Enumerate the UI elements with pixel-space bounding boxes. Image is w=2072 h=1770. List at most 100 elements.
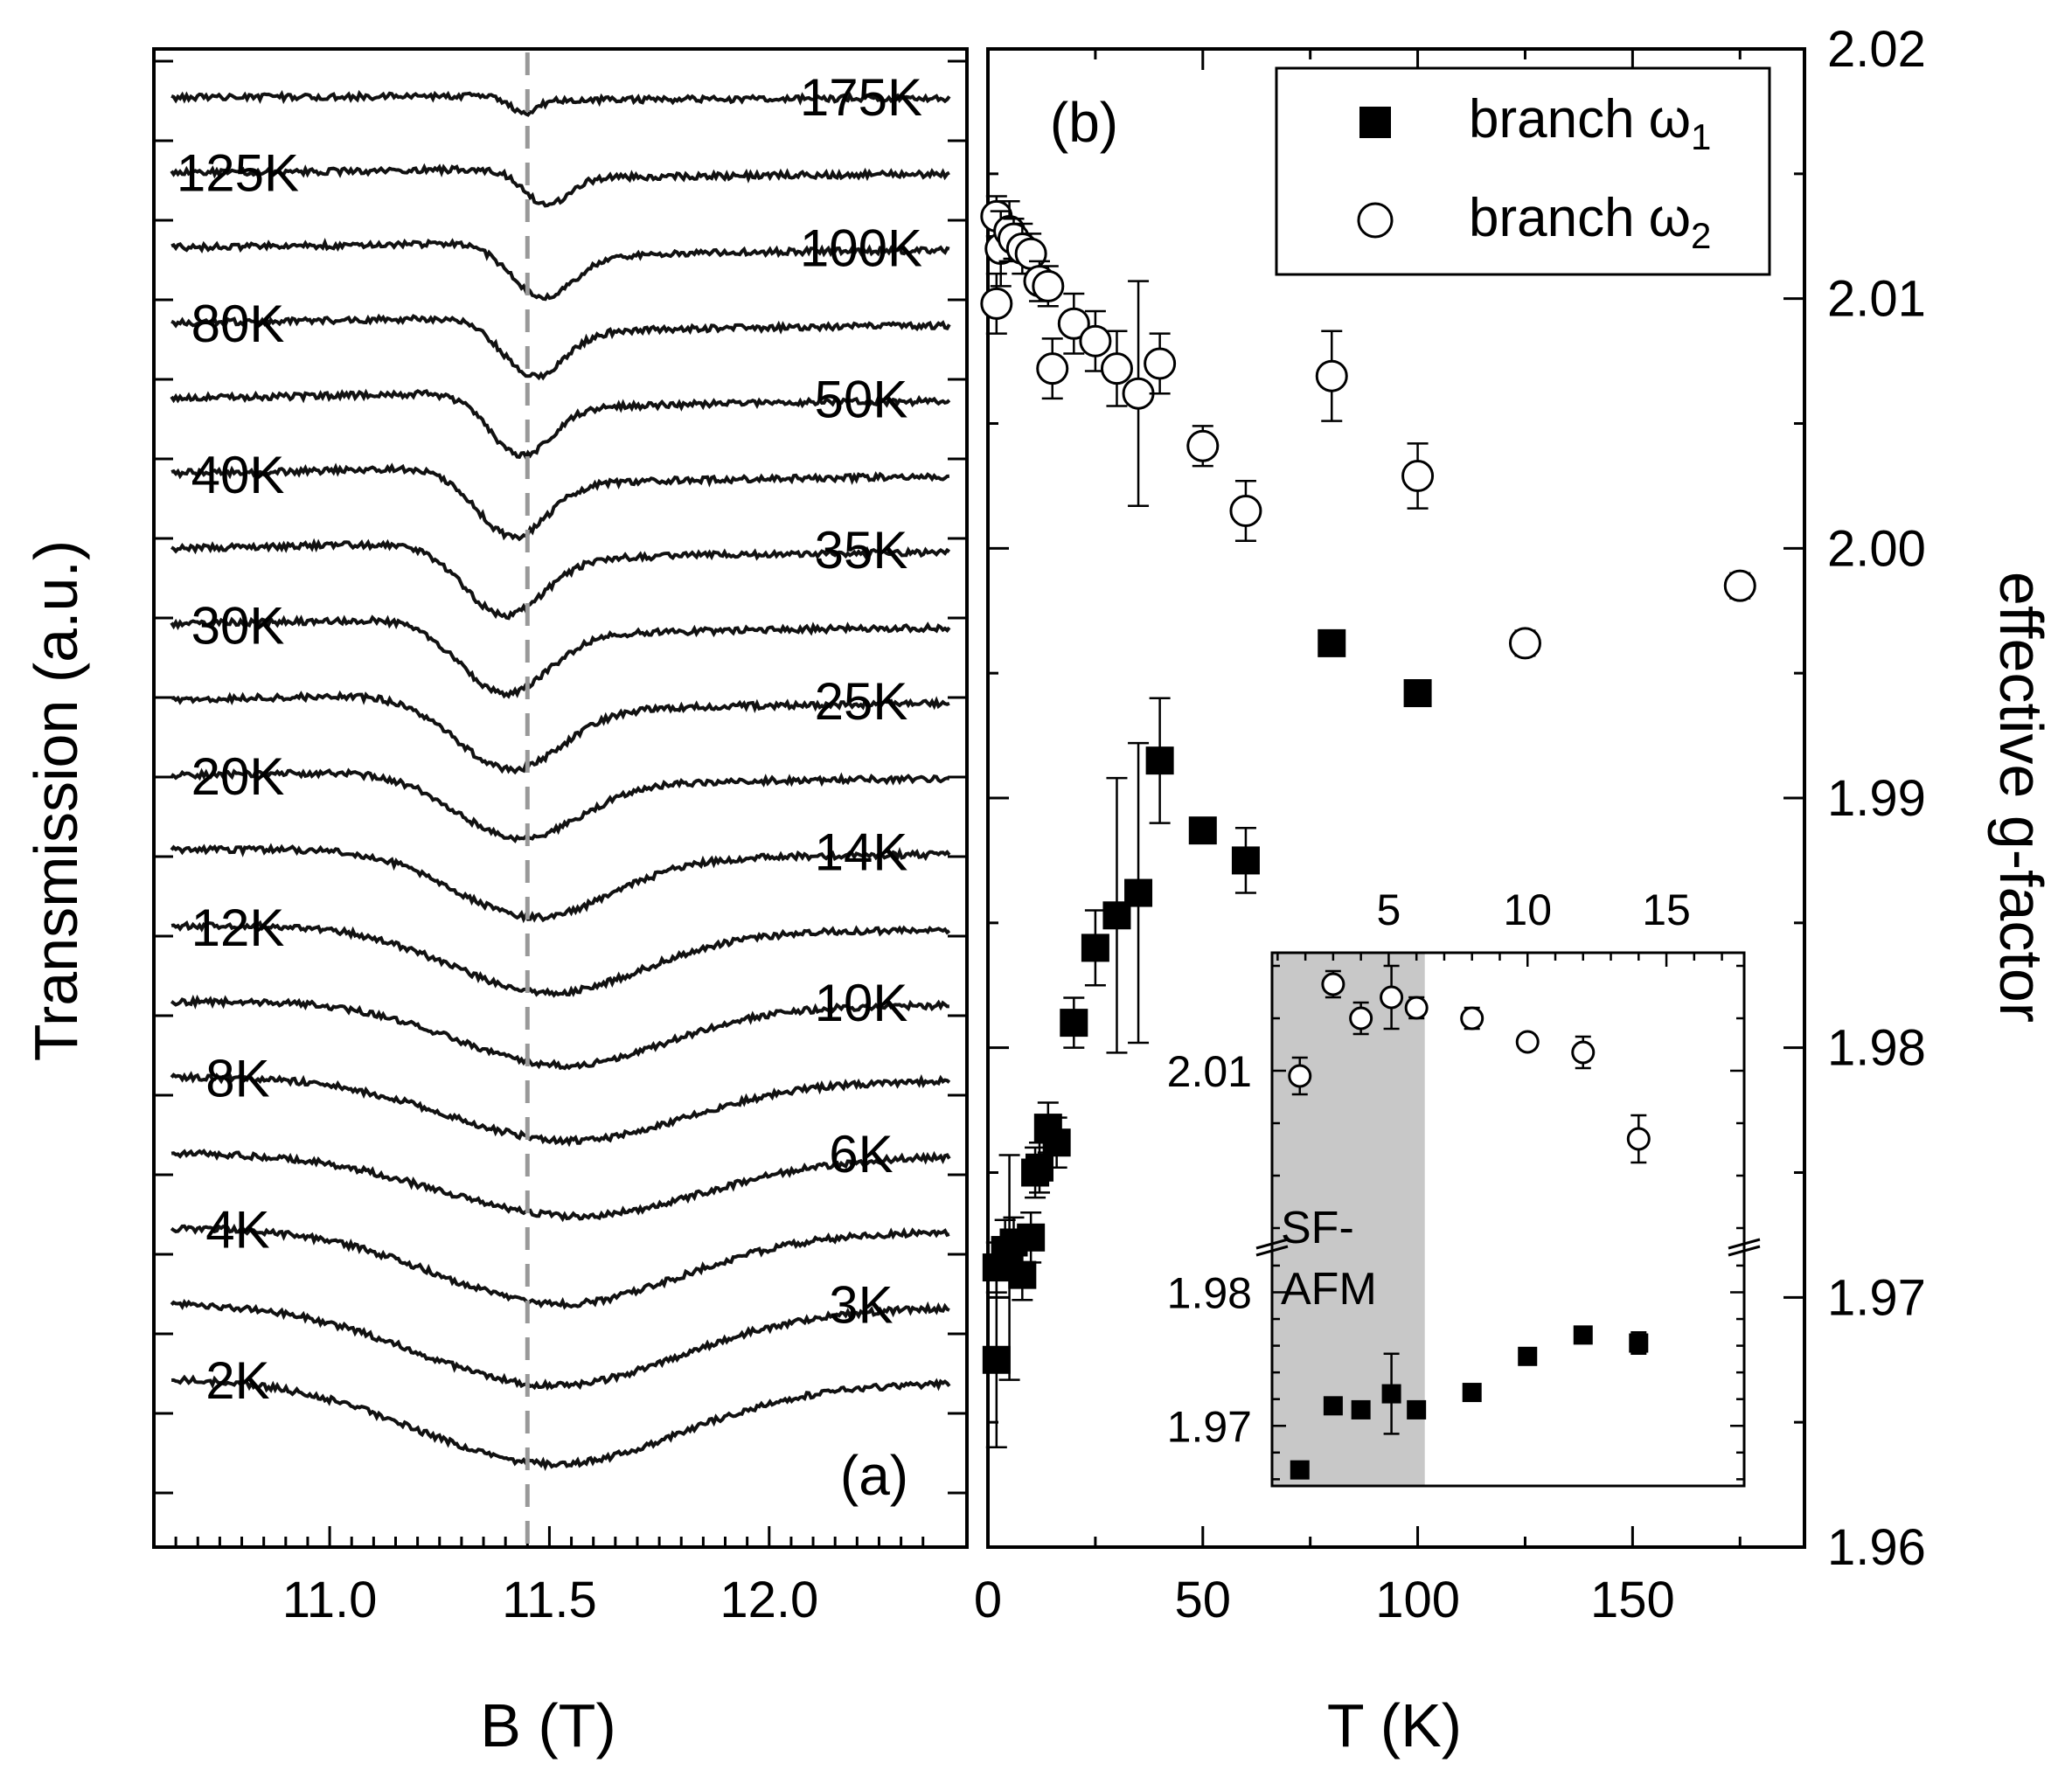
point-b-s1-5 <box>1008 1260 1037 1289</box>
inset-x-tick-label: 10 <box>1503 885 1552 934</box>
point-b-s2-12 <box>1100 352 1133 385</box>
point-b-s2-20 <box>1723 569 1756 602</box>
point-b-s2-11 <box>1079 324 1112 357</box>
panel-a-x-axis-title: B (T) <box>480 1691 616 1760</box>
legend: branch ω1 branch ω2 <box>1275 66 1771 276</box>
point-inset-s1-4 <box>1407 1399 1427 1419</box>
point-b-s1-17 <box>1231 846 1260 875</box>
point-inset-s2-8 <box>1626 1127 1651 1151</box>
transmission-curve-100K <box>170 238 950 302</box>
point-inset-s1-8 <box>1629 1333 1649 1353</box>
inset-sf-afm-label-line2: AFM <box>1281 1264 1377 1315</box>
axis-break-mark <box>1728 1238 1761 1250</box>
point-inset-s2-3 <box>1380 985 1404 1010</box>
panel-b-label: (b) <box>1050 91 1118 154</box>
point-inset-s2-2 <box>1349 1006 1373 1031</box>
panel-b-y-tick-label: 1.98 <box>1827 1020 1926 1077</box>
axis-break-mark <box>1255 1238 1289 1250</box>
inset-y-tick-labels: 2.01 1.98 1.97 <box>1167 1047 1252 1451</box>
inset-ticks <box>1272 953 1744 1481</box>
transmission-curve-40K <box>170 462 950 542</box>
point-inset-s2-1 <box>1321 972 1345 996</box>
panel-a-x-tick-labels: 11.0 11.5 12.0 <box>282 1572 818 1628</box>
curve-label-30K: 30K <box>191 596 285 655</box>
axis-break-mark <box>1255 1245 1289 1257</box>
legend-symbol-1: ω <box>1649 89 1691 149</box>
panel-a-curve-labels: 175K 125K 100K 80K 50K 40K 35K 30K 25K 20K 14K 12K 1… <box>177 68 922 1410</box>
curve-label-4K: 4K <box>205 1200 269 1259</box>
panel-a-x-tick-label: 11.5 <box>502 1572 597 1628</box>
panel-b-y-tick-label: 2.00 <box>1827 520 1926 577</box>
point-b-s1-14 <box>1124 878 1153 907</box>
point-b-s2-16 <box>1229 494 1262 527</box>
curve-label-3K: 3K <box>829 1276 893 1335</box>
point-inset-s1-3 <box>1381 1384 1401 1404</box>
legend-subscript-1: 1 <box>1691 116 1711 157</box>
point-b-s2-10 <box>1057 307 1090 340</box>
point-inset-s1-6 <box>1518 1346 1538 1366</box>
panel-b-y-tick-label: 1.96 <box>1827 1519 1926 1576</box>
legend-entry-branch-2: branch ω2 <box>1469 188 1711 256</box>
panel-a-curves <box>170 89 951 1471</box>
panel-b-x-tick-label: 0 <box>974 1572 1002 1628</box>
curve-label-2K: 2K <box>205 1351 269 1410</box>
point-inset-s1-7 <box>1573 1325 1593 1345</box>
inset-y-tick-label: 1.97 <box>1167 1402 1252 1451</box>
point-b-s2-17 <box>1315 359 1348 392</box>
curve-label-25K: 25K <box>815 672 908 731</box>
curve-label-175K: 175K <box>800 68 922 127</box>
panel-a-ticks <box>154 59 967 1547</box>
panel-b-x-tick-label: 50 <box>1175 1572 1232 1628</box>
curve-label-125K: 125K <box>177 143 299 202</box>
legend-prefix-1: branch <box>1469 89 1635 149</box>
legend-marker-branch-1 <box>1359 107 1391 138</box>
transmission-curve-50K <box>170 388 951 462</box>
inset-x-tick-label: 5 <box>1377 885 1401 934</box>
point-b-s2-15 <box>1186 429 1220 462</box>
point-inset-s2-5 <box>1460 1006 1484 1031</box>
panel-a-x-tick-label: 12.0 <box>720 1572 818 1628</box>
curve-label-6K: 6K <box>829 1125 893 1183</box>
curve-label-20K: 20K <box>191 747 285 806</box>
curve-label-12K: 12K <box>191 899 285 957</box>
point-inset-s2-6 <box>1515 1030 1540 1054</box>
curve-label-100K: 100K <box>800 219 922 278</box>
legend-subscript-2: 2 <box>1691 215 1711 256</box>
inset-sf-afm-label-line1: SF- <box>1281 1203 1354 1253</box>
panel-b-y-tick-label: 1.99 <box>1827 770 1926 827</box>
panel-a-label: (a) <box>840 1444 908 1507</box>
panel-b: 0 50 100 150 1.96 1.97 1.98 1.99 2.00 2.01 2.02 (… <box>974 21 2055 1760</box>
point-b-s1-12 <box>1081 934 1109 962</box>
panel-b-y-tick-label: 2.02 <box>1827 21 1926 78</box>
point-inset-s1-1 <box>1323 1396 1343 1416</box>
panel-b-y-tick-label: 2.01 <box>1827 271 1926 328</box>
point-b-s2-0 <box>980 287 1013 320</box>
transmission-curve-14K <box>170 843 951 924</box>
inset-axis-breaks <box>1255 1238 1761 1257</box>
transmission-curve-80K <box>170 313 951 381</box>
panel-a-y-axis-title: Transmission (a.u.) <box>22 540 90 1061</box>
point-b-s2-9 <box>1036 352 1069 385</box>
legend-prefix-2: branch <box>1469 188 1635 248</box>
point-b-s2-19 <box>1508 627 1541 660</box>
transmission-curve-3K <box>170 1298 950 1392</box>
transmission-curve-8K <box>170 1071 951 1148</box>
transmission-curve-4K <box>170 1223 950 1310</box>
point-b-s1-19 <box>1403 679 1432 708</box>
point-b-s1-0 <box>982 1345 1011 1374</box>
legend-entry-branch-1: branch ω1 <box>1469 89 1711 157</box>
point-inset-s2-0 <box>1288 1064 1312 1088</box>
curve-label-35K: 35K <box>815 521 908 580</box>
point-b-s1-15 <box>1145 746 1174 775</box>
transmission-curve-2K <box>171 1374 951 1471</box>
panel-a: 175K 125K 100K 80K 50K 40K 35K 30K 25K 20K 14K 12K 1… <box>22 47 969 1760</box>
axis-break-mark <box>1728 1245 1761 1257</box>
legend-box <box>1275 66 1771 276</box>
inset-frame <box>1270 951 1746 1488</box>
transmission-curve-10K <box>170 994 949 1071</box>
point-b-s2-14 <box>1144 347 1177 380</box>
curve-label-40K: 40K <box>191 446 285 504</box>
transmission-curve-20K <box>170 767 950 843</box>
panel-b-y-tick-label: 1.97 <box>1827 1269 1926 1326</box>
